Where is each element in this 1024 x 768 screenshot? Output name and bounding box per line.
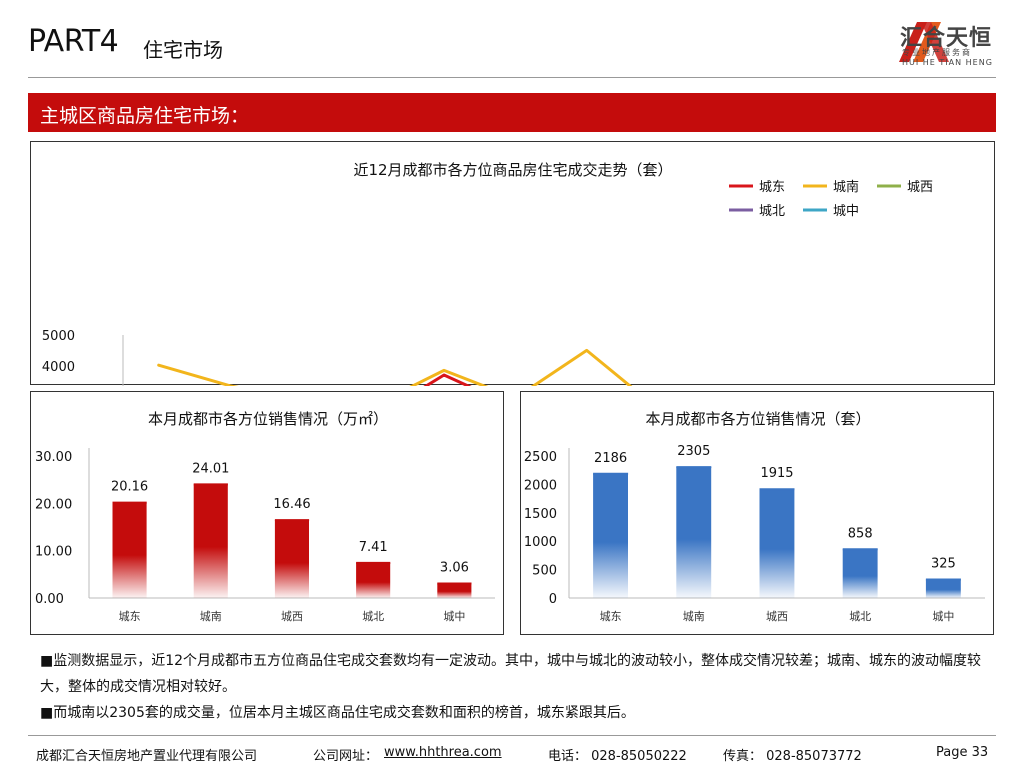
data-label: 7.41 bbox=[359, 540, 388, 555]
data-label: 2305 bbox=[677, 444, 710, 459]
chart-title: 本月成都市各方位销售情况（套） bbox=[645, 410, 870, 428]
footer-divider bbox=[28, 735, 996, 736]
footer-website-link[interactable]: www.hhthrea.com bbox=[384, 745, 502, 760]
header-divider bbox=[28, 77, 996, 78]
x-tick-label: 城东 bbox=[600, 610, 622, 623]
banner-title: 主城区商品房住宅市场： bbox=[40, 105, 250, 127]
legend-label: 城西 bbox=[907, 180, 933, 195]
bar-城东 bbox=[593, 473, 628, 598]
part-title: PART4 bbox=[28, 24, 119, 59]
bar-城中 bbox=[437, 583, 472, 598]
data-label: 20.16 bbox=[111, 480, 148, 495]
area-bar-chart: 本月成都市各方位销售情况（万㎡） 30.00 20.00 10.00 0.00 20.16… bbox=[35, 410, 495, 623]
bar-城东 bbox=[112, 502, 147, 598]
section-banner: 主城区商品房住宅市场： bbox=[28, 93, 996, 132]
series-line-城东 bbox=[423, 373, 472, 386]
y-tick-label: 20.00 bbox=[35, 497, 72, 512]
logo-english-name: HUI HE TIAN HENG bbox=[902, 58, 993, 67]
legend-label: 城北 bbox=[759, 204, 785, 219]
data-label: 16.46 bbox=[273, 497, 310, 512]
y-tick-label: 5000 bbox=[42, 329, 75, 344]
data-label: 2186 bbox=[594, 451, 627, 466]
y-tick-label: 30.00 bbox=[35, 450, 72, 465]
footer-site-label: 公司网址： bbox=[313, 749, 379, 764]
bar-城南 bbox=[676, 467, 712, 598]
data-label: 325 bbox=[931, 557, 956, 572]
x-tick-label: 城西 bbox=[281, 610, 303, 623]
bar-城南 bbox=[193, 484, 228, 598]
company-logo-icon bbox=[899, 22, 949, 62]
page-number: Page 33 bbox=[936, 745, 989, 760]
footer-company: 成都汇合天恒房地产置业代理有限公司 bbox=[36, 749, 258, 764]
part-subtitle: 住宅市场 bbox=[143, 38, 223, 62]
x-tick-label: 城中 bbox=[932, 610, 954, 623]
y-tick-label: 1500 bbox=[524, 507, 557, 522]
data-label: 24.01 bbox=[192, 461, 229, 476]
chart-title: 近12月成都市各方位商品房住宅成交走势（套） bbox=[353, 161, 672, 179]
y-tick-label: 500 bbox=[532, 564, 557, 579]
bar-城西 bbox=[274, 520, 309, 598]
bar-城西 bbox=[759, 489, 795, 598]
y-tick-label: 2000 bbox=[524, 478, 557, 493]
units-chart-panel: 本月成都市各方位销售情况（套） 2500 2000 1500 1000 500 0 2186 城… bbox=[520, 391, 994, 635]
bar-城北 bbox=[842, 549, 878, 598]
x-tick-label: 城南 bbox=[683, 610, 705, 623]
x-tick-label: 城南 bbox=[200, 610, 222, 623]
trend-line-chart: 近12月成都市各方位商品房住宅成交走势（套）500040003000200010… bbox=[42, 161, 933, 386]
y-tick-label: 0 bbox=[549, 592, 557, 607]
y-tick-label: 0.00 bbox=[35, 592, 64, 607]
y-tick-label: 10.00 bbox=[35, 545, 72, 560]
legend-label: 城南 bbox=[833, 179, 859, 195]
footer-phone: 电话： 028-85050222 bbox=[548, 749, 687, 764]
slide-header: PART4 住宅市场 汇合天恒 专业地产服务商 HUI HE TIAN HENG bbox=[0, 0, 1024, 80]
analysis-notes: ■监测数据显示，近12个月成都市五方位商品住宅成交套数均有一定波动。其中，城中与… bbox=[40, 648, 1000, 726]
bar-城北 bbox=[356, 562, 391, 598]
y-tick-label: 2500 bbox=[524, 450, 557, 465]
trend-chart-panel: 近12月成都市各方位商品房住宅成交走势（套）500040003000200010… bbox=[30, 141, 995, 386]
y-tick-label: 1000 bbox=[524, 535, 557, 550]
chart-title: 本月成都市各方位销售情况（万㎡） bbox=[148, 410, 388, 428]
bar-城中 bbox=[925, 579, 961, 598]
x-tick-label: 城东 bbox=[119, 610, 141, 623]
note-paragraph-1: ■监测数据显示，近12个月成都市五方位商品住宅成交套数均有一定波动。其中，城中与… bbox=[40, 653, 982, 695]
x-tick-label: 城北 bbox=[362, 610, 384, 623]
y-tick-label: 4000 bbox=[42, 360, 75, 375]
logo-name: 汇合天恒 bbox=[900, 26, 993, 51]
data-label: 1915 bbox=[760, 466, 793, 481]
series-line-城南 bbox=[157, 348, 633, 386]
logo-tagline: 专业地产服务商 bbox=[902, 48, 972, 57]
legend-label: 城东 bbox=[759, 180, 785, 195]
note-paragraph-2: ■而城南以2305套的成交量，位居本月主城区商品住宅成交套数和面积的榜首，城东紧… bbox=[40, 705, 635, 721]
units-bar-chart: 本月成都市各方位销售情况（套） 2500 2000 1500 1000 500 0 2186 城… bbox=[524, 410, 985, 623]
x-tick-label: 城西 bbox=[766, 610, 788, 623]
data-label: 3.06 bbox=[440, 561, 469, 576]
x-tick-label: 城中 bbox=[443, 610, 465, 623]
data-label: 858 bbox=[848, 526, 873, 541]
slide-footer: 成都汇合天恒房地产置业代理有限公司 公司网址： www.hhthrea.com … bbox=[28, 745, 996, 765]
legend-label: 城中 bbox=[833, 204, 859, 219]
area-chart-panel: 本月成都市各方位销售情况（万㎡） 30.00 20.00 10.00 0.00 20.16… bbox=[30, 391, 504, 635]
x-tick-label: 城北 bbox=[849, 610, 871, 623]
footer-fax: 传真： 028-85073772 bbox=[723, 749, 862, 764]
